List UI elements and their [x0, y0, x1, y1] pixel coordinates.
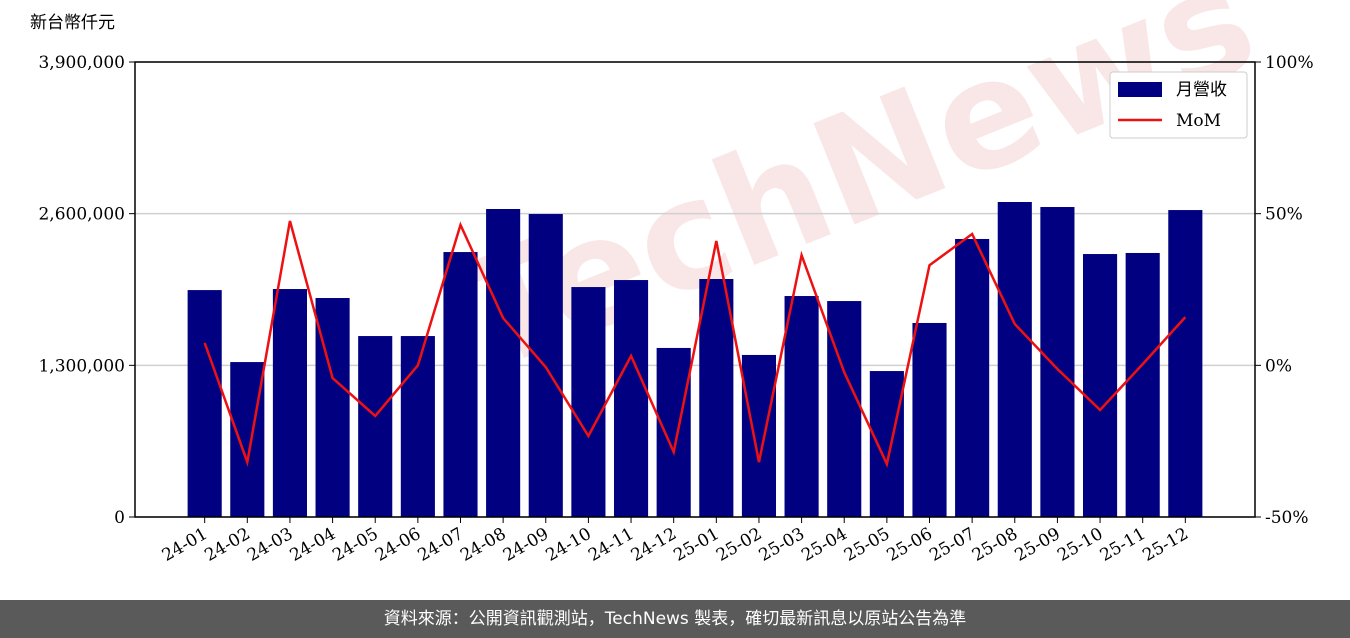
x-tick-label: 24-02: [201, 524, 253, 566]
bar: [784, 296, 819, 517]
y2-tick-label: 100%: [1265, 53, 1314, 73]
x-tick-label: 25-09: [1011, 524, 1063, 566]
x-tick-label: 24-06: [372, 524, 424, 566]
x-tick-label: 24-12: [628, 524, 680, 566]
bar: [997, 202, 1032, 517]
x-tick-label: 24-03: [244, 524, 296, 566]
y-tick-label: 3,900,000: [38, 53, 125, 73]
x-tick-label: 25-01: [670, 524, 722, 566]
x-tick-label: 24-10: [542, 524, 594, 566]
x-tick-label: 25-05: [841, 524, 893, 566]
legend-swatch: [1118, 82, 1162, 97]
x-tick-label: 25-04: [798, 524, 850, 566]
bar: [443, 252, 478, 518]
x-tick-label: 25-10: [1054, 524, 1106, 566]
bar: [230, 362, 265, 517]
x-tick-label: 25-06: [884, 524, 936, 566]
bar: [955, 238, 990, 517]
y-tick-label: 1,300,000: [38, 356, 125, 376]
bar: [869, 371, 904, 517]
y2-tick-label: 50%: [1265, 205, 1303, 225]
bar: [656, 347, 691, 517]
footer: 資料來源：公開資訊觀測站，TechNews 製表，確切最新訊息以原站公告為準: [0, 600, 1350, 638]
x-tick-label: 25-12: [1139, 524, 1191, 566]
x-tick-label: 25-07: [926, 524, 978, 566]
x-tick-label: 24-08: [457, 524, 509, 566]
y2-tick-label: 0%: [1265, 356, 1292, 376]
bar: [613, 280, 649, 517]
legend-label: 月營收: [1176, 80, 1227, 100]
legend-label: MoM: [1176, 111, 1221, 131]
line: [203, 220, 1187, 468]
y-axis-label: 新台幣仟元: [30, 13, 115, 33]
x-tick-label: 24-09: [500, 524, 552, 566]
plot-frame: [134, 61, 1256, 518]
bar: [1125, 252, 1160, 517]
x-tick-label: 25-03: [756, 524, 808, 566]
x-tick-label: 25-11: [1097, 524, 1149, 566]
bar: [272, 289, 307, 517]
bar: [741, 354, 777, 517]
bar: [1168, 210, 1203, 518]
bar: [1083, 254, 1118, 518]
bar: [571, 287, 606, 517]
x-tick-label: 24-07: [415, 524, 467, 566]
bar: [486, 209, 521, 517]
x-tick-label: 24-04: [287, 524, 339, 566]
bar: [358, 336, 393, 517]
y2-tick-label: -50%: [1265, 508, 1309, 528]
bar: [912, 322, 947, 517]
x-tick-label: 24-11: [585, 524, 637, 566]
x-tick-label: 24-05: [329, 524, 381, 566]
y-tick-label: 2,600,000: [38, 205, 125, 225]
bar: [187, 290, 222, 517]
bar: [827, 301, 862, 517]
chart: TechNews 新台幣仟元 01,300,0002,600,0003,900,…: [30, 0, 1314, 566]
x-tick-label: 25-08: [969, 524, 1021, 566]
bar: [699, 279, 734, 517]
y-tick-label: 0: [114, 508, 125, 528]
bar: [1040, 207, 1075, 517]
x-tick-label: 24-01: [159, 524, 211, 566]
x-tick-label: 25-02: [713, 524, 765, 566]
